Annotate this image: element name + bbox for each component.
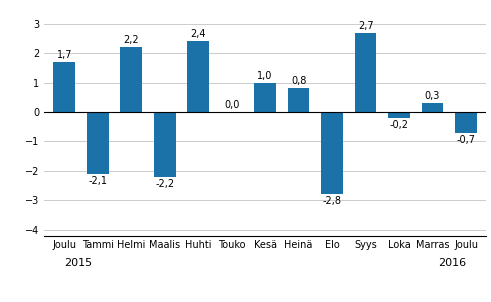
Text: 2,4: 2,4	[191, 29, 206, 39]
Text: 1,7: 1,7	[56, 50, 72, 60]
Text: 0,0: 0,0	[224, 100, 239, 110]
Text: 2,7: 2,7	[358, 21, 373, 31]
Bar	[288, 88, 309, 112]
Text: -0,7: -0,7	[457, 135, 475, 145]
Bar	[120, 47, 142, 112]
Text: 1,0: 1,0	[257, 71, 273, 81]
Bar	[422, 103, 443, 112]
Bar	[321, 112, 343, 194]
Text: -2,8: -2,8	[323, 196, 342, 207]
Text: -2,1: -2,1	[88, 176, 107, 186]
Text: 2016: 2016	[438, 258, 466, 268]
Bar	[254, 83, 276, 112]
Bar	[154, 112, 176, 177]
Bar	[455, 112, 477, 133]
Bar	[54, 62, 75, 112]
Bar	[388, 112, 410, 118]
Bar	[187, 41, 209, 112]
Text: -0,2: -0,2	[389, 120, 409, 130]
Bar	[355, 33, 377, 112]
Text: -2,2: -2,2	[155, 179, 174, 189]
Text: 2015: 2015	[64, 258, 92, 268]
Text: 0,8: 0,8	[291, 76, 306, 86]
Bar	[87, 112, 109, 174]
Text: 2,2: 2,2	[123, 35, 139, 45]
Text: 0,3: 0,3	[425, 91, 440, 101]
